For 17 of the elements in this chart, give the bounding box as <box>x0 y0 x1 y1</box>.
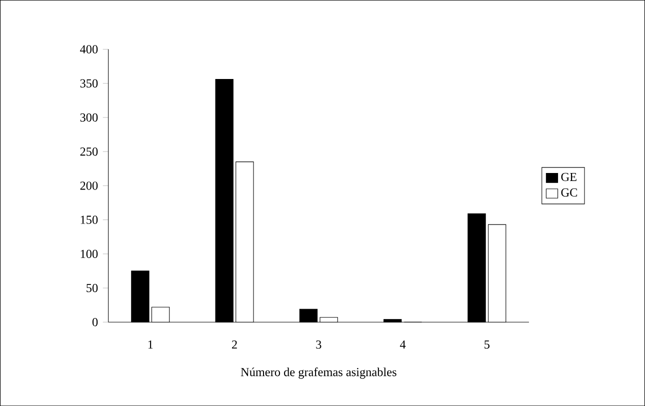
legend-label: GE <box>561 172 576 182</box>
x-axis-title: Número de grafemas asignables <box>240 367 396 379</box>
x-tick-label: 4 <box>400 340 406 348</box>
y-tick-label: 0 <box>92 318 98 326</box>
y-tick-label: 350 <box>80 79 98 88</box>
y-tick-label: 150 <box>80 216 98 224</box>
x-tick-label: 3 <box>316 340 322 349</box>
y-tick-label: 50 <box>86 284 98 292</box>
y-tick-label: 300 <box>80 113 98 122</box>
y-tick-label: 400 <box>80 45 98 54</box>
y-tick-label: 200 <box>80 182 98 190</box>
x-tick-label: 1 <box>148 340 153 348</box>
x-tick-label: 2 <box>232 340 237 348</box>
y-tick-label: 250 <box>80 147 98 156</box>
y-tick-label: 100 <box>80 250 98 258</box>
x-tick-label: 5 <box>484 340 490 349</box>
legend-label: GC <box>561 188 578 197</box>
